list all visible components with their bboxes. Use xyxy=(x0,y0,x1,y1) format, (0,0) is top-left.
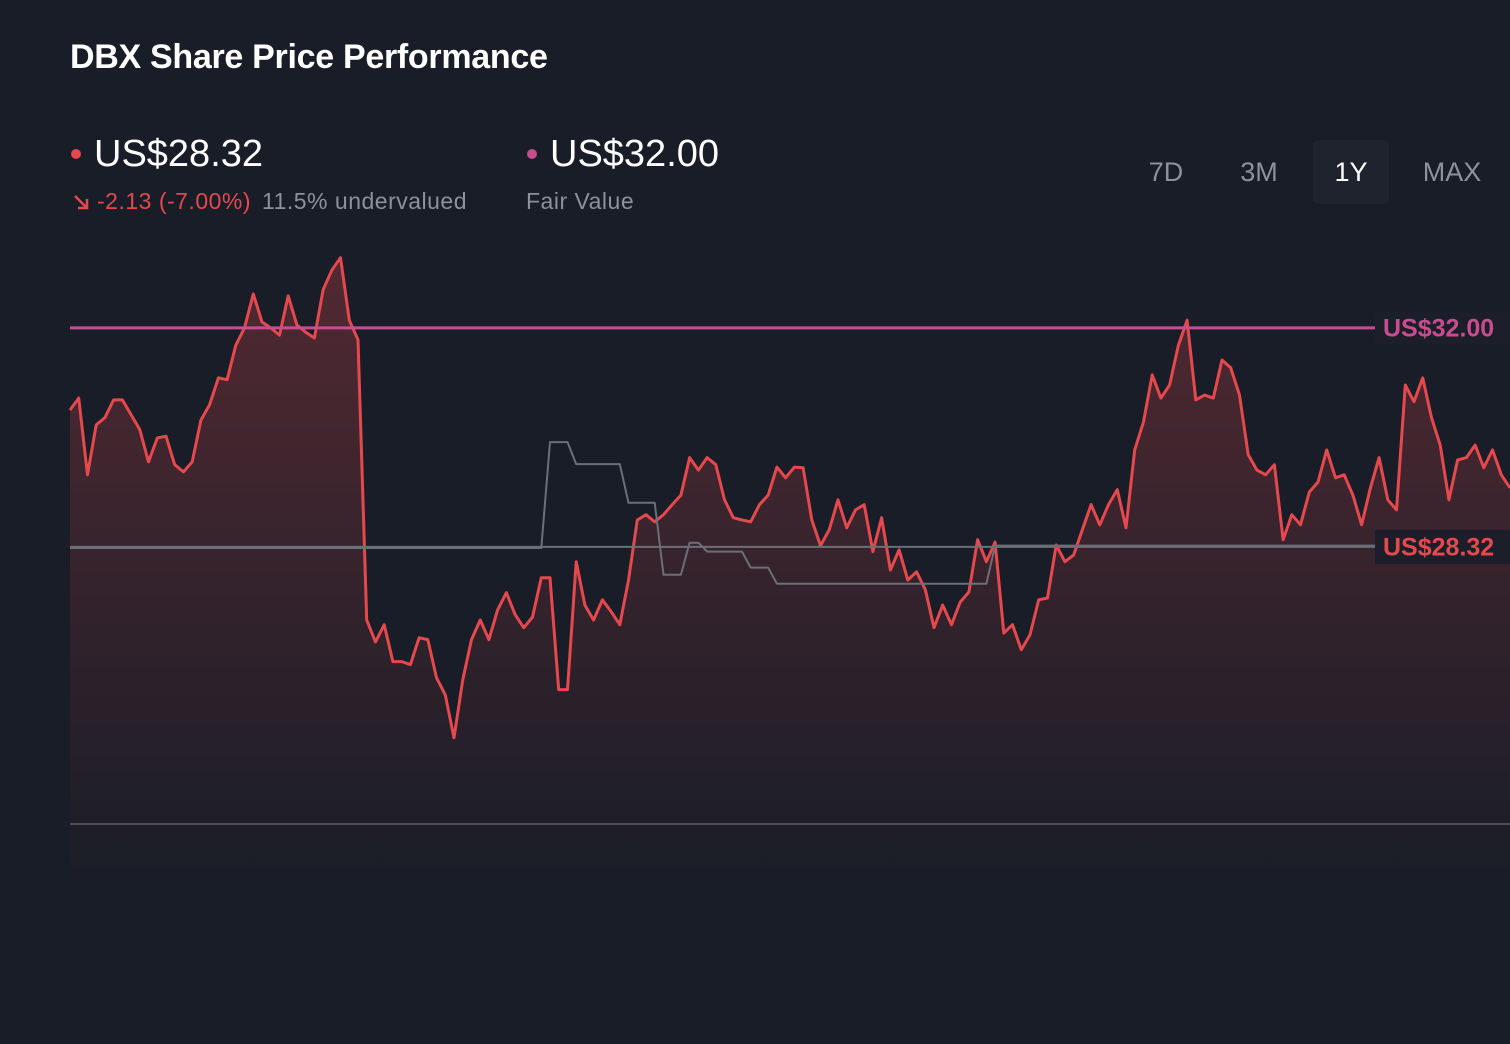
reference-label: US$28.32 xyxy=(1383,533,1494,561)
price-line xyxy=(68,256,1510,740)
price-dot xyxy=(71,149,81,159)
fair-value: US$32.00 xyxy=(550,133,720,175)
price-change: -2.13 (-7.00%) xyxy=(97,188,252,214)
reference-tag xyxy=(1375,310,1510,345)
step-line xyxy=(70,441,1510,585)
reference-tag xyxy=(1375,529,1510,564)
fair-value-caption: Fair Value xyxy=(526,188,635,214)
range-button[interactable]: 7D xyxy=(1148,157,1184,187)
price: US$28.32 xyxy=(94,133,264,175)
fair-value-dot xyxy=(527,149,537,159)
valuation: 11.5% undervalued xyxy=(262,188,467,214)
title: DBX Share Price Performance xyxy=(70,38,548,76)
range-button[interactable]: MAX xyxy=(1422,157,1482,187)
reference-label: US$32.00 xyxy=(1383,315,1494,343)
area xyxy=(70,257,1510,884)
down-arrow-icon xyxy=(74,195,89,210)
range-button[interactable]: 1Y xyxy=(1313,140,1389,204)
range-button[interactable]: 3M xyxy=(1240,157,1278,187)
